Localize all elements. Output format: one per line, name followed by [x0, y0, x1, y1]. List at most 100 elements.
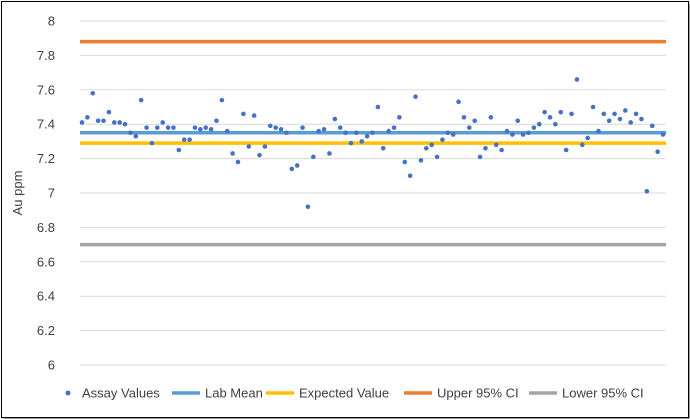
data-point	[267, 123, 273, 129]
data-point	[580, 142, 585, 148]
data-point	[106, 109, 112, 115]
data-point	[171, 125, 176, 130]
data-point	[633, 111, 639, 117]
data-point	[192, 125, 198, 130]
legend-marker-assay-values	[65, 390, 71, 396]
data-point	[90, 90, 96, 96]
data-point	[649, 123, 655, 129]
data-point	[429, 142, 434, 148]
y-tick-label: 7	[48, 186, 55, 201]
data-point	[337, 125, 343, 130]
data-point	[316, 128, 322, 134]
data-point	[391, 125, 397, 130]
data-point	[235, 159, 241, 165]
data-point	[493, 142, 499, 148]
data-point	[354, 130, 359, 136]
data-point	[85, 115, 90, 120]
reference-lines	[80, 39, 666, 247]
data-point	[187, 137, 192, 142]
data-point	[208, 127, 214, 132]
data-point	[273, 125, 278, 130]
data-point	[380, 145, 386, 151]
y-tick-label: 6.2	[37, 323, 55, 338]
data-point	[133, 133, 139, 139]
assay-points	[79, 77, 666, 210]
data-point	[321, 127, 327, 132]
data-point	[434, 154, 440, 160]
data-point	[294, 163, 300, 168]
data-point	[456, 99, 461, 105]
data-point	[483, 145, 488, 151]
y-tick-label: 6.4	[37, 289, 55, 304]
legend-label-lower-95-ci: Lower 95% CI	[562, 386, 644, 401]
data-point	[612, 111, 617, 117]
data-point	[224, 128, 230, 134]
data-point	[467, 125, 472, 130]
data-point	[128, 130, 133, 136]
y-tick-label: 7.4	[37, 117, 55, 132]
data-point	[590, 104, 596, 110]
data-point	[230, 151, 235, 156]
data-point	[214, 118, 219, 124]
legend-label-upper-95-ci: Upper 95% CI	[437, 386, 519, 401]
data-point	[155, 125, 160, 130]
data-point	[606, 118, 612, 124]
data-point	[386, 128, 391, 134]
data-point	[504, 128, 510, 134]
data-point	[359, 139, 365, 144]
data-point	[198, 127, 203, 132]
y-axis-label: Au ppm	[10, 171, 25, 216]
data-point	[488, 115, 494, 120]
data-point	[332, 116, 338, 122]
data-point	[117, 120, 122, 125]
y-tick-label: 7.6	[37, 82, 55, 97]
data-point	[536, 121, 542, 127]
data-point	[111, 120, 117, 125]
data-point	[311, 154, 316, 160]
data-point	[278, 127, 284, 132]
y-tick-labels: 6 6.2 6.4 6.6 6.8 7 7.2 7.4 7.6 7.8 8	[37, 14, 55, 373]
data-point	[149, 140, 155, 146]
data-point	[370, 130, 375, 136]
legend: Assay Values Lab Mean Expected Value Upper …	[65, 386, 644, 401]
data-point	[450, 132, 456, 137]
data-point	[553, 121, 558, 127]
data-point	[348, 140, 354, 146]
data-point	[520, 132, 526, 137]
data-point	[257, 152, 262, 158]
data-point	[284, 130, 289, 136]
legend-label-lab-mean: Lab Mean	[205, 386, 263, 401]
data-point	[472, 118, 478, 124]
y-tick-label: 7.2	[37, 151, 55, 166]
y-tick-label: 8	[48, 14, 55, 29]
data-point	[181, 137, 187, 142]
data-point	[461, 115, 467, 120]
data-point	[601, 111, 607, 117]
data-point	[644, 188, 650, 194]
data-point	[558, 109, 564, 115]
data-point	[138, 97, 144, 103]
data-point	[413, 94, 418, 99]
data-point	[246, 144, 252, 149]
data-point	[289, 166, 295, 172]
data-point	[407, 173, 413, 179]
data-point	[477, 154, 483, 160]
data-point	[176, 147, 182, 153]
data-point	[563, 147, 569, 153]
gridlines	[80, 20, 666, 366]
data-point	[445, 130, 451, 136]
data-point	[327, 151, 332, 156]
data-point	[241, 111, 246, 117]
y-tick-label: 6.6	[37, 254, 55, 269]
data-point	[203, 125, 209, 130]
data-point	[375, 104, 381, 110]
data-point	[219, 97, 225, 103]
data-point	[424, 145, 429, 151]
data-point	[440, 137, 445, 142]
legend-label-expected-value: Expected Value	[299, 386, 389, 401]
data-point	[397, 115, 402, 120]
data-point	[305, 204, 311, 210]
data-point	[510, 132, 515, 137]
data-point	[402, 159, 408, 165]
